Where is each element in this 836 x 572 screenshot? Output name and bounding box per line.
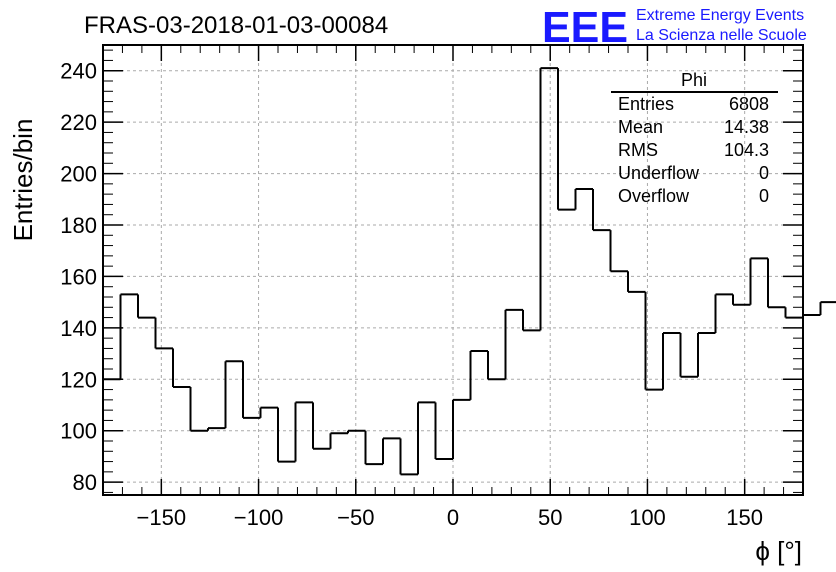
x-tick-label: 50 — [538, 505, 562, 530]
grid-lines — [103, 45, 803, 495]
stats-value: 104.3 — [724, 140, 769, 160]
y-axis-title: Entries/bin — [8, 119, 38, 242]
y-tick-label: 120 — [60, 367, 97, 392]
chart-title: FRAS-03-2018-01-03-00084 — [84, 12, 388, 39]
stats-label: RMS — [618, 140, 658, 160]
logo-line-2: La Scienza nelle Scuole — [636, 27, 807, 44]
x-tick-label: 150 — [726, 505, 763, 530]
x-tick-label: −50 — [337, 505, 374, 530]
stats-label: Entries — [618, 94, 674, 114]
x-tick-label: −150 — [137, 505, 187, 530]
stats-value: 0 — [759, 163, 769, 183]
y-tick-label: 220 — [60, 110, 97, 135]
stats-label: Mean — [618, 117, 663, 137]
stats-value: 6808 — [729, 94, 769, 114]
x-axis-title: ϕ [°] — [755, 536, 802, 566]
y-axis-ticks: 80 100 120 140 160 180 200 220 240 — [60, 49, 803, 495]
y-tick-label: 140 — [60, 316, 97, 341]
stats-label: Underflow — [618, 163, 700, 183]
stats-label: Overflow — [618, 186, 690, 206]
stats-value: 14.38 — [724, 117, 769, 137]
x-tick-label: 0 — [447, 505, 459, 530]
y-tick-label: 100 — [60, 419, 97, 444]
eee-logo: EEE — [542, 3, 628, 52]
stats-box: Phi Entries 6808 Mean 14.38 RMS 104.3 Un… — [611, 70, 778, 206]
x-tick-label: −100 — [234, 505, 284, 530]
y-tick-label: 180 — [60, 213, 97, 238]
y-tick-label: 200 — [60, 162, 97, 187]
y-tick-label: 160 — [60, 264, 97, 289]
y-tick-label: 240 — [60, 59, 97, 84]
stats-name: Phi — [681, 70, 707, 90]
x-tick-label: 100 — [629, 505, 666, 530]
y-tick-label: 80 — [73, 470, 97, 495]
logo-line-1: Extreme Energy Events — [636, 7, 804, 24]
stats-value: 0 — [759, 186, 769, 206]
x-axis-ticks: −150 −100 −50 0 50 100 150 — [102, 45, 804, 530]
